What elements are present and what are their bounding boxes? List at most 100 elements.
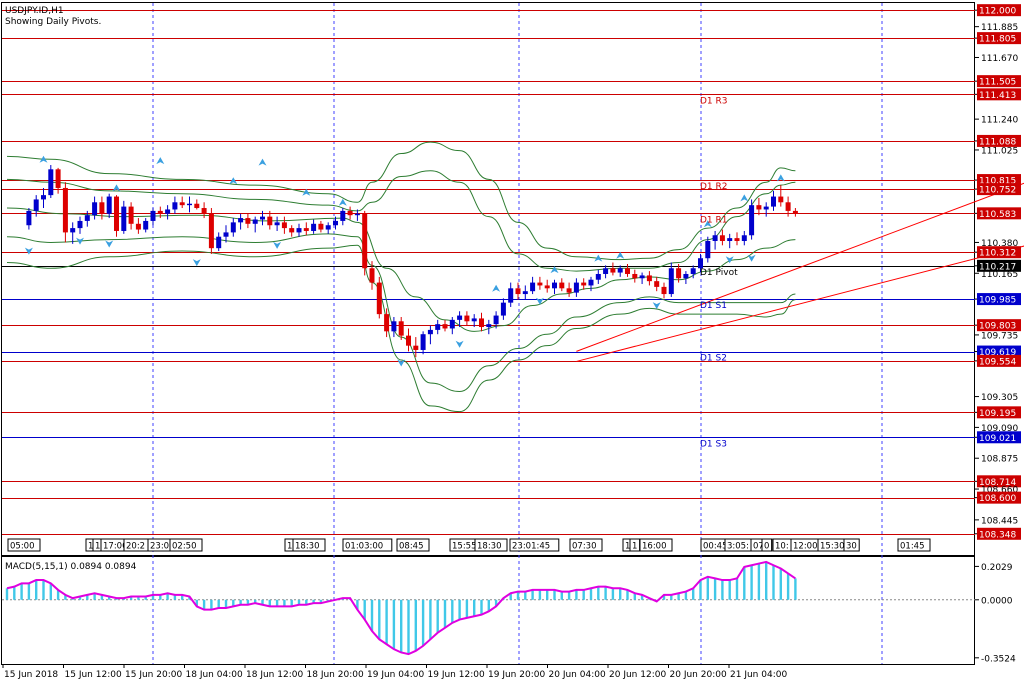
- price-label: 109.735: [981, 331, 1018, 341]
- candle-body: [384, 314, 390, 332]
- time-box-label: 01:03:00: [345, 542, 383, 552]
- candle-body: [785, 202, 791, 211]
- bollinger-outer-upper: [6, 141, 796, 261]
- candle-body: [654, 281, 660, 287]
- price-tag: [977, 207, 1021, 220]
- price-label: 108.445: [981, 516, 1018, 526]
- time-label: 18 Jun 04:00: [186, 670, 243, 680]
- candle-body: [347, 210, 353, 216]
- price-tag-label: 112.000: [979, 7, 1016, 17]
- candle-body: [289, 228, 295, 233]
- time-label: 21 Jun 04:00: [730, 670, 787, 680]
- time-box-label: 15:30: [820, 542, 845, 552]
- time-box-label: 08:45: [399, 542, 424, 552]
- price-tag: [977, 475, 1021, 488]
- pivot-labels: D1 R3 D1 R2 D1 R1 D1 Pivot D1 S1 D1 S2 D1 S3: [700, 96, 738, 449]
- price-label: 111.025: [981, 146, 1018, 156]
- price-tag-label: 109.985: [979, 296, 1016, 306]
- price-tag: [977, 32, 1021, 45]
- bollinger-outer-lower: [6, 244, 796, 413]
- time-label: 19 Jun 04:00: [367, 670, 424, 680]
- candle-body: [625, 268, 630, 274]
- price-label: 109.305: [981, 393, 1018, 403]
- time-box-label: 1: [625, 542, 630, 552]
- candle-body: [610, 268, 616, 273]
- candle-body: [230, 222, 236, 233]
- time-box-label: 07:30: [572, 542, 597, 552]
- fractal-up-arrow: [156, 157, 165, 165]
- candle-body: [318, 223, 324, 230]
- candlesticks: [26, 165, 798, 358]
- candle-body: [260, 216, 265, 220]
- time-box-label: 00:45: [703, 542, 728, 552]
- fractal-down-arrow: [747, 254, 756, 262]
- time-box-label: 15:55: [452, 542, 477, 552]
- candle-body: [157, 210, 163, 214]
- candle-body: [143, 220, 149, 230]
- bollinger-middle: [6, 207, 796, 332]
- candle-body: [792, 210, 798, 214]
- time-box-label: 05:00: [10, 542, 35, 552]
- time-axis: 15 Jun 2018 15 Jun 12:00 15 Jun 20:00 18 Ju…: [2, 664, 787, 680]
- candle-body: [121, 206, 127, 231]
- fractal-up-arrow: [258, 158, 267, 166]
- time-box-label: 07:: [753, 542, 767, 552]
- channel-line: [576, 182, 1024, 352]
- macd-indicator: 0.2029 0.0000 -0.3524: [2, 560, 1016, 664]
- price-label: 111.885: [981, 23, 1018, 33]
- candle-body: [33, 199, 39, 211]
- fractal-up-arrow: [302, 188, 311, 196]
- candle-body: [698, 258, 703, 269]
- time-label: 15 Jun 12:00: [65, 670, 122, 680]
- candle-body: [676, 268, 682, 279]
- time-box-label: 3:05:: [727, 542, 749, 552]
- price-tag: [977, 527, 1021, 540]
- price-label: 108.660: [981, 486, 1018, 496]
- time-label: 15 Jun 20:00: [125, 670, 182, 680]
- time-box: [509, 538, 560, 552]
- candle-body: [48, 169, 54, 196]
- fractal-down-arrow: [273, 241, 282, 249]
- candle-body: [413, 345, 419, 350]
- fractal-down-arrow: [725, 256, 734, 264]
- time-box-label: 23:00: [150, 542, 175, 552]
- candle-body: [603, 268, 609, 274]
- channel-line: [576, 245, 1024, 362]
- time-box-label: 01:45: [900, 542, 925, 552]
- candle-body: [41, 195, 46, 200]
- candle-body: [522, 291, 528, 295]
- price-label: 111.240: [981, 116, 1018, 126]
- candle-body: [362, 213, 368, 269]
- fractal-down-arrow: [397, 359, 406, 367]
- vertical-gridlines: [152, 3, 883, 664]
- time-box-label: 1: [632, 542, 637, 552]
- pivot-label: D1 R2: [700, 182, 728, 192]
- price-tag: [977, 491, 1021, 504]
- price-tag-label: 109.021: [979, 434, 1016, 444]
- candle-body: [493, 315, 499, 325]
- candle-body: [201, 208, 207, 214]
- price-tag-label: 110.583: [979, 210, 1016, 220]
- candle-body: [398, 321, 404, 336]
- macd-label: MACD(5,15,1) 0.0894 0.0894: [5, 562, 137, 572]
- price-label: 109.090: [981, 424, 1018, 434]
- candle-body: [303, 228, 309, 231]
- macd-axis-label: 0.0000: [981, 596, 1013, 606]
- price-label: 111.670: [981, 54, 1018, 64]
- candle-body: [216, 236, 222, 249]
- candle-body: [92, 202, 98, 216]
- price-tag: [977, 174, 1021, 187]
- candle-body: [457, 315, 463, 320]
- candle-body: [99, 202, 105, 214]
- candle-body: [771, 196, 776, 207]
- price-tag: [977, 246, 1021, 259]
- price-tag-label: 108.348: [979, 530, 1016, 540]
- candle-body: [267, 216, 273, 226]
- candle-body: [486, 324, 492, 328]
- price-tag: [977, 75, 1021, 88]
- candle-body: [727, 238, 733, 242]
- price-tag-label: 108.714: [979, 478, 1016, 488]
- fractal-up-arrow: [594, 254, 603, 262]
- price-tag-label: 108.600: [979, 494, 1016, 504]
- fractal-up-arrow: [616, 251, 625, 259]
